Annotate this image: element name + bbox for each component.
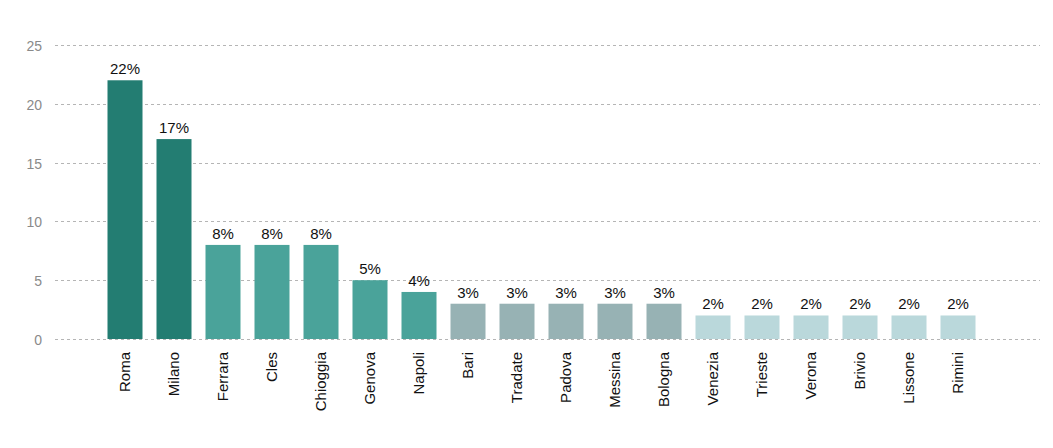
- grid-line: [55, 280, 1040, 281]
- grid-line: [55, 45, 1040, 46]
- data-label: 2%: [898, 295, 920, 312]
- x-tick-label: Verona: [802, 351, 819, 399]
- grid-line: [55, 104, 1040, 105]
- data-label: 8%: [261, 225, 283, 242]
- bar: [157, 139, 192, 339]
- x-tick-label: Bologna: [655, 351, 672, 407]
- data-label: 17%: [159, 119, 189, 136]
- x-tick-label: Messina: [606, 351, 623, 408]
- bar: [255, 245, 290, 339]
- bar: [353, 280, 388, 339]
- data-label: 3%: [604, 284, 626, 301]
- x-tick-label: Chioggia: [312, 351, 329, 411]
- chart-container: 0 5 10 15 20 25 22% 17% 8% 8% 8% 5% 4% 3% 3% 3% 3% 3% 2% 2%…: [0, 0, 1053, 448]
- x-tick-label: Rimini: [949, 352, 966, 394]
- data-label: 2%: [702, 295, 724, 312]
- chart: 0 5 10 15 20 25 22% 17% 8% 8% 8% 5% 4% 3% 3% 3% 3% 3% 2% 2%…: [0, 0, 1053, 448]
- y-tick-label: 0: [34, 332, 42, 348]
- bar: [843, 315, 878, 339]
- data-label: 2%: [849, 295, 871, 312]
- y-tick-label: 20: [26, 97, 42, 113]
- x-tick-label: Roma: [116, 351, 133, 392]
- bar: [206, 245, 241, 339]
- data-label: 2%: [751, 295, 773, 312]
- data-label: 4%: [408, 272, 430, 289]
- bar: [549, 304, 584, 339]
- bar: [500, 304, 535, 339]
- y-tick-label: 25: [26, 38, 42, 54]
- y-axis: 0 5 10 15 20 25: [26, 38, 1040, 348]
- x-tick-label: Bari: [459, 352, 476, 379]
- x-tick-label: Tradate: [508, 352, 525, 403]
- bar: [402, 292, 437, 339]
- bar: [451, 304, 486, 339]
- data-label: 3%: [653, 284, 675, 301]
- grid-line: [55, 221, 1040, 222]
- x-tick-label: Napoli: [410, 352, 427, 395]
- x-axis: Roma Milano Ferrara Cles Chioggia Genova Napol…: [116, 351, 966, 411]
- x-tick-label: Cles: [263, 352, 280, 382]
- bar: [696, 315, 731, 339]
- x-tick-label: Milano: [165, 352, 182, 396]
- grid-line: [55, 339, 1040, 340]
- x-tick-label: Lissone: [900, 352, 917, 404]
- bars: [108, 80, 976, 339]
- data-label: 5%: [359, 260, 381, 277]
- data-label: 8%: [310, 225, 332, 242]
- grid-line: [55, 163, 1040, 164]
- data-label: 8%: [212, 225, 234, 242]
- bar: [647, 304, 682, 339]
- x-tick-label: Padova: [557, 351, 574, 403]
- data-label: 3%: [555, 284, 577, 301]
- bar: [304, 245, 339, 339]
- bar: [941, 315, 976, 339]
- data-label: 3%: [506, 284, 528, 301]
- bar: [108, 80, 143, 339]
- bar: [745, 315, 780, 339]
- data-label: 3%: [457, 284, 479, 301]
- y-tick-label: 10: [26, 214, 42, 230]
- bar: [598, 304, 633, 339]
- data-label: 2%: [800, 295, 822, 312]
- x-tick-label: Genova: [361, 351, 378, 404]
- bar: [892, 315, 927, 339]
- data-label: 22%: [110, 60, 140, 77]
- data-labels: 22% 17% 8% 8% 8% 5% 4% 3% 3% 3% 3% 3% 2% 2% 2% 2% 2% 2%: [110, 60, 969, 312]
- x-tick-label: Brivio: [851, 352, 868, 390]
- bar: [794, 315, 829, 339]
- x-tick-label: Trieste: [753, 352, 770, 397]
- data-label: 2%: [947, 295, 969, 312]
- x-tick-label: Ferrara: [214, 351, 231, 401]
- y-tick-label: 15: [26, 156, 42, 172]
- x-tick-label: Venezia: [704, 351, 721, 405]
- y-tick-label: 5: [34, 273, 42, 289]
